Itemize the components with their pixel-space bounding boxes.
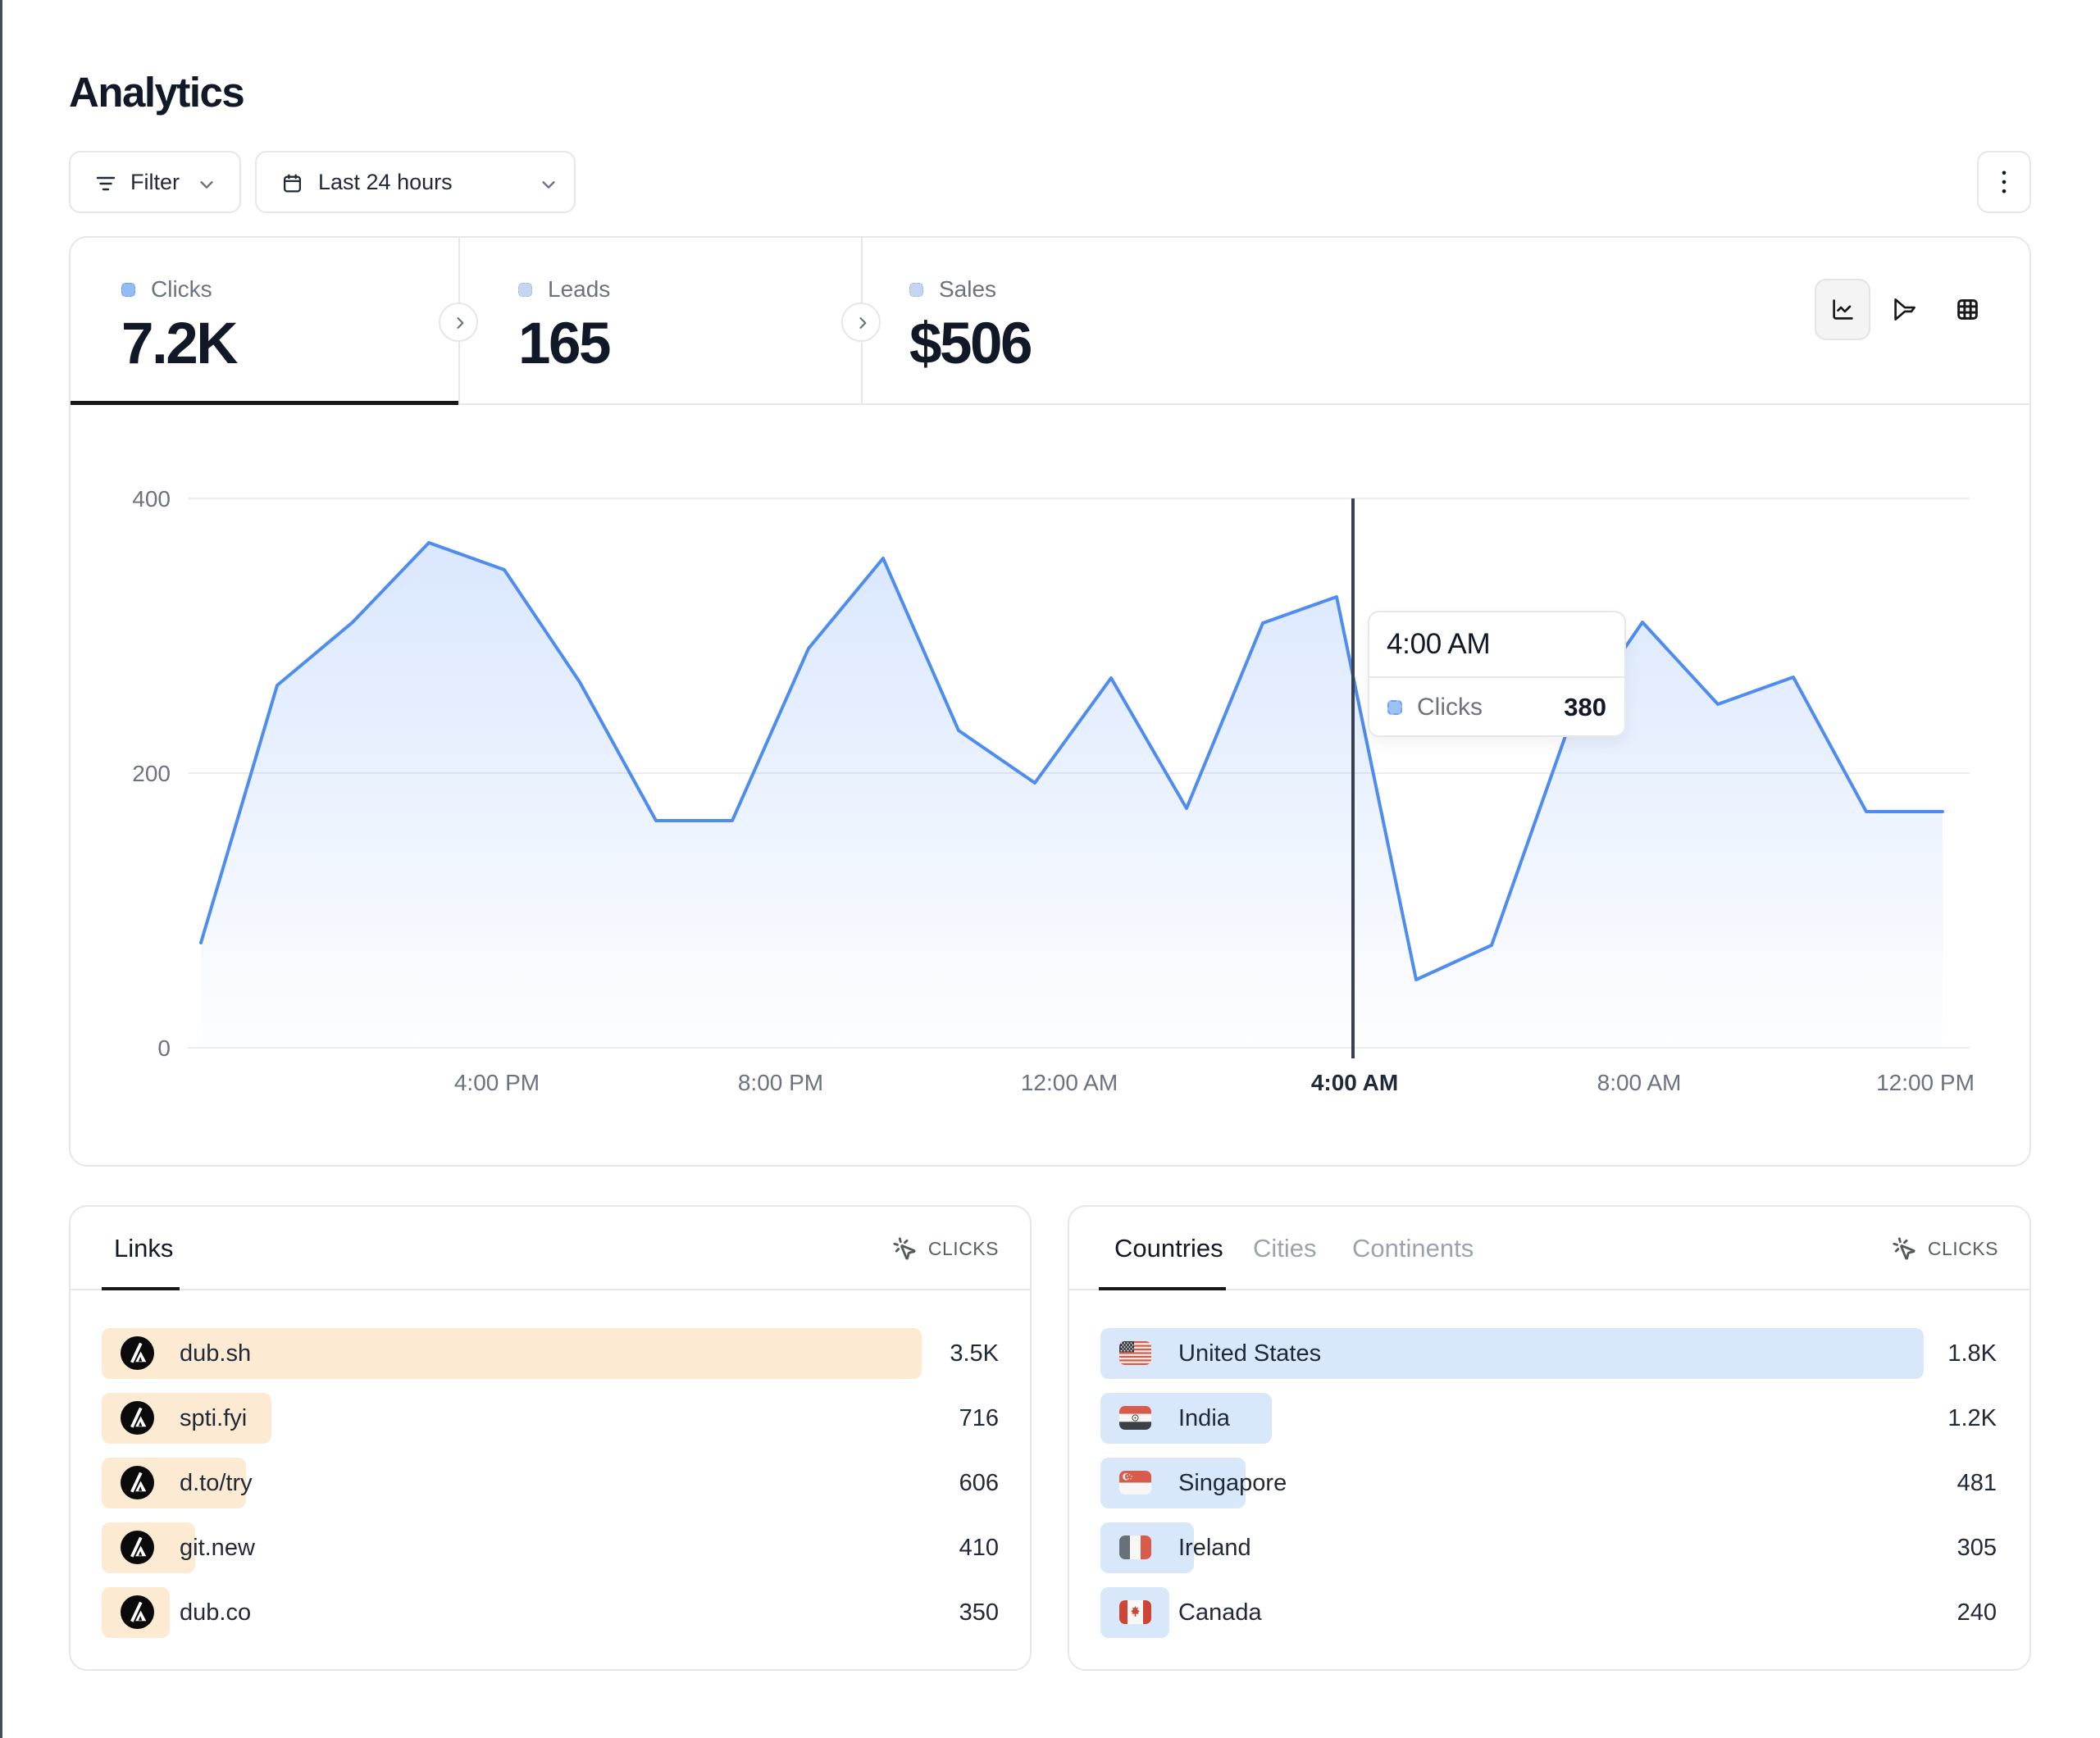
svg-text:4:00 PM: 4:00 PM [454,1070,540,1095]
svg-text:12:00 AM: 12:00 AM [1021,1070,1118,1095]
svg-text:8:00 PM: 8:00 PM [738,1070,823,1095]
svg-text:200: 200 [132,761,171,786]
svg-text:8:00 AM: 8:00 AM [1597,1070,1682,1095]
svg-text:4:00 AM: 4:00 AM [1311,1070,1398,1095]
svg-text:400: 400 [132,486,171,512]
svg-text:0: 0 [157,1035,171,1061]
svg-text:12:00 PM: 12:00 PM [1876,1070,1975,1095]
